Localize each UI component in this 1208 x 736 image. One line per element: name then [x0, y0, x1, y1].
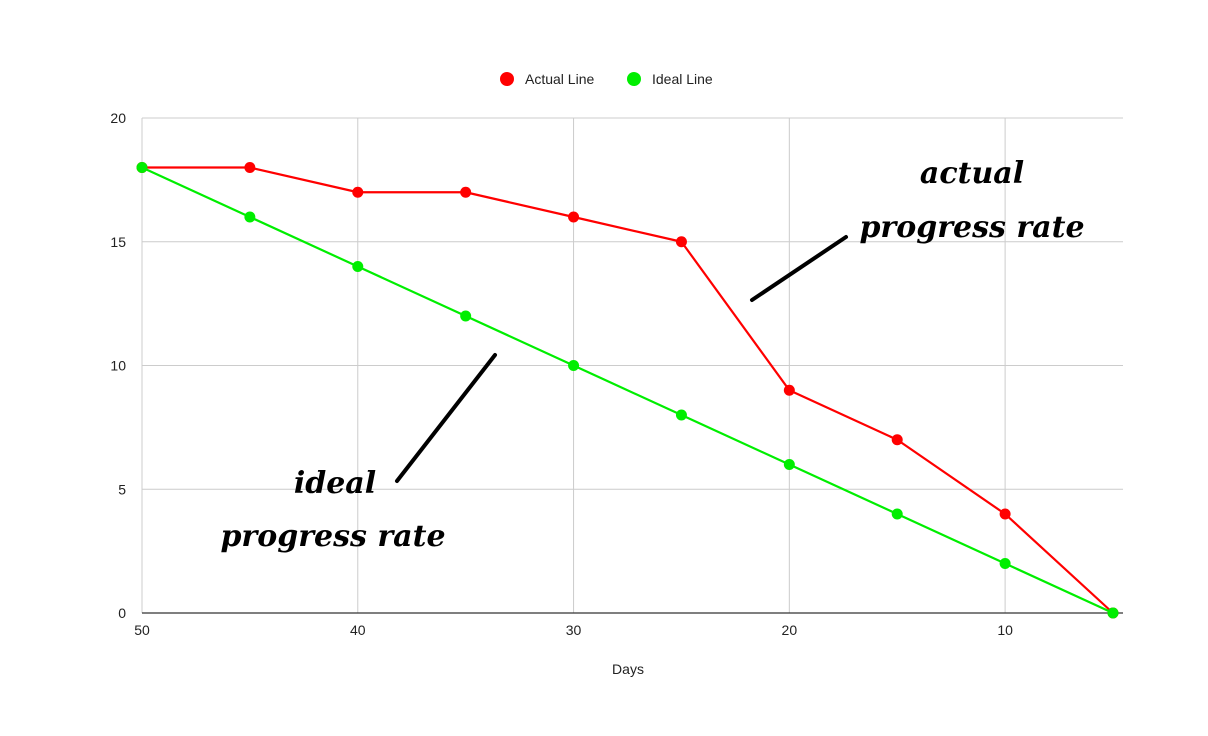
y-tick-label: 0	[118, 605, 126, 621]
legend-label: Actual Line	[525, 71, 594, 87]
legend: Actual Line Ideal Line	[500, 71, 713, 87]
y-tick-label: 5	[118, 481, 126, 497]
series-1	[136, 162, 1119, 619]
data-point	[460, 310, 472, 322]
annotation-actual-line2: progress rate	[859, 210, 1084, 245]
x-tick-label: 40	[350, 622, 366, 638]
series-line	[141, 166, 1114, 614]
data-point	[891, 508, 903, 520]
data-point	[675, 236, 687, 248]
annotations: actual progress rate ideal progress rate	[220, 156, 1084, 554]
x-axis-label: Days	[612, 661, 644, 677]
data-point	[460, 186, 472, 198]
data-point	[352, 261, 364, 272]
legend-marker	[500, 72, 514, 86]
legend-label: Ideal Line	[652, 71, 713, 87]
x-tick-label: 10	[997, 622, 1013, 638]
data-point	[783, 384, 795, 396]
y-tick-label: 10	[110, 358, 126, 374]
axes: Days 0 5 10 15 20 50 40 30 20 10	[110, 110, 1123, 677]
series-line	[142, 166, 1114, 614]
data-point	[783, 459, 795, 470]
data-point	[1107, 607, 1119, 619]
data-point	[675, 409, 687, 421]
data-point	[999, 508, 1011, 520]
data-point	[244, 211, 256, 223]
y-tick-label: 15	[110, 234, 126, 250]
annotation-pointer-actual	[750, 235, 848, 302]
x-tick-label: 30	[566, 622, 582, 638]
x-tick-label: 20	[782, 622, 798, 638]
annotation-actual-line1: actual	[920, 156, 1024, 191]
x-tick-label: 50	[134, 622, 150, 638]
data-point	[568, 360, 580, 371]
data-point	[568, 211, 580, 223]
data-point	[244, 162, 256, 173]
data-point	[352, 186, 364, 198]
y-tick-label: 20	[110, 110, 126, 126]
annotation-ideal-line2: progress rate	[220, 519, 445, 554]
annotation-pointer-ideal	[395, 353, 497, 483]
data-point	[136, 162, 148, 173]
legend-marker	[627, 72, 641, 86]
annotation-ideal-line1: ideal	[294, 466, 376, 501]
data-point	[891, 434, 903, 446]
series-layer	[136, 162, 1119, 619]
data-point	[999, 558, 1011, 569]
